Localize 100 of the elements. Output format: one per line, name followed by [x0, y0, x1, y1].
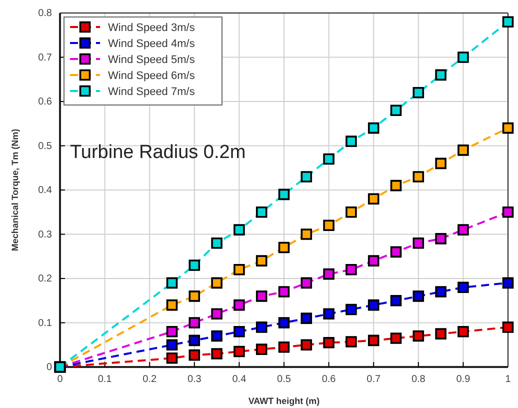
y-tick-label: 0.6 — [38, 96, 52, 108]
point — [278, 286, 290, 298]
point — [166, 339, 178, 351]
point — [502, 277, 514, 289]
y-tick-label: 0.7 — [38, 52, 52, 64]
point — [188, 260, 200, 271]
point — [300, 228, 312, 240]
point — [234, 299, 245, 311]
point — [390, 180, 402, 192]
point — [435, 233, 446, 244]
point — [390, 104, 402, 116]
point — [323, 308, 334, 320]
point — [502, 122, 514, 134]
x-tick-label: 0.5 — [277, 374, 292, 386]
point — [390, 332, 402, 344]
x-tick-label: 0 — [57, 374, 64, 386]
point — [412, 171, 424, 182]
point — [211, 308, 222, 320]
point — [435, 158, 446, 170]
y-tick-label: 0.2 — [38, 274, 52, 285]
point — [390, 246, 402, 258]
point — [502, 16, 514, 28]
point — [323, 268, 334, 280]
legend-label: Wind Speed 3m/s — [108, 22, 196, 34]
point — [368, 122, 380, 134]
point — [412, 237, 424, 249]
point — [278, 317, 290, 328]
point — [458, 326, 469, 338]
y-tick-label: 0.5 — [38, 140, 52, 152]
point — [368, 255, 380, 266]
point — [435, 286, 446, 298]
x-tick-label: 0.3 — [187, 374, 202, 386]
point — [278, 188, 290, 200]
point — [458, 144, 469, 156]
point — [234, 224, 245, 236]
point — [278, 242, 290, 254]
point — [323, 153, 334, 165]
point — [256, 206, 268, 218]
point — [323, 337, 334, 348]
point — [346, 136, 357, 147]
point — [188, 349, 200, 361]
point — [166, 299, 178, 311]
x-tick-label: 0.7 — [366, 374, 381, 386]
point — [346, 336, 357, 348]
point — [368, 299, 380, 311]
annotation: Turbine Radius 0.2m — [70, 142, 246, 163]
point — [368, 334, 380, 346]
point — [300, 171, 312, 182]
point — [188, 334, 200, 346]
y-tick-label: 0.1 — [38, 318, 52, 329]
point — [234, 346, 245, 358]
point — [412, 290, 424, 302]
point — [256, 322, 268, 333]
point — [368, 193, 380, 204]
point — [256, 290, 268, 302]
point — [166, 352, 178, 364]
point — [502, 206, 514, 218]
x-tick-label: 1 — [505, 374, 512, 386]
y-axis-title: Mechanical Torque, Tm (Nm) — [10, 128, 20, 252]
point — [458, 52, 469, 63]
legend-label: Wind Speed 5m/s — [108, 54, 196, 66]
point — [256, 344, 268, 355]
point — [234, 326, 245, 338]
point — [458, 282, 469, 293]
x-tick-label: 0.2 — [142, 374, 157, 386]
point — [346, 264, 357, 276]
point — [234, 264, 245, 276]
point — [412, 330, 424, 342]
point — [256, 255, 268, 266]
x-tick-label: 0.8 — [411, 374, 426, 386]
point — [188, 290, 200, 302]
point — [211, 330, 222, 342]
point — [278, 341, 290, 353]
y-tick-label: 0 — [46, 362, 52, 374]
point — [435, 69, 446, 81]
y-tick-label: 0.4 — [38, 185, 52, 196]
point — [166, 326, 178, 338]
point — [300, 312, 312, 324]
point — [211, 277, 222, 289]
x-tick-label: 0.1 — [98, 374, 112, 386]
point — [412, 87, 424, 98]
point — [435, 328, 446, 340]
point — [211, 348, 222, 360]
x-tick-label: 0.9 — [456, 374, 471, 386]
x-tick-label: 0.4 — [232, 374, 247, 386]
point — [211, 237, 222, 249]
point — [390, 294, 402, 306]
point — [188, 317, 200, 328]
point — [346, 304, 357, 316]
legend-label: Wind Speed 6m/s — [108, 70, 196, 82]
point — [346, 206, 357, 218]
y-tick-label: 0.8 — [38, 8, 52, 20]
legend-label: Wind Speed 7m/s — [108, 86, 196, 98]
point — [458, 224, 469, 236]
point — [300, 339, 312, 351]
x-tick-label: 0.6 — [322, 374, 336, 386]
point — [166, 277, 178, 289]
x-axis-title: VAWT height (m) — [248, 396, 320, 406]
point — [300, 277, 312, 289]
legend-label: Wind Speed 4m/s — [108, 38, 196, 50]
